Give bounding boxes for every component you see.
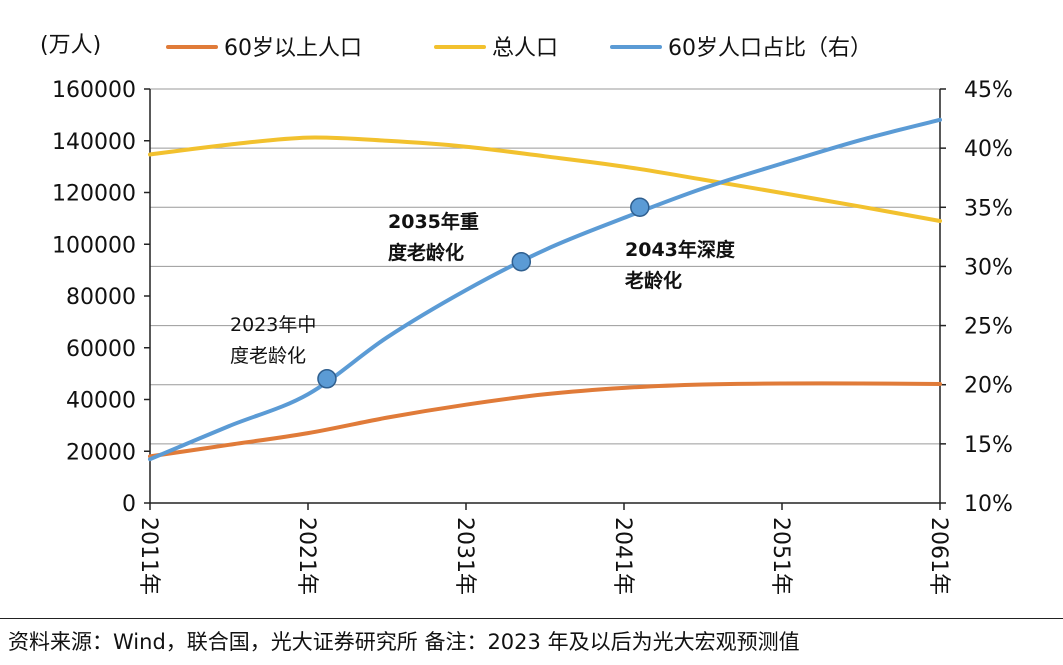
source-note: 资料来源：Wind，联合国，光大证券研究所 备注：2023 年及以后为光大宏观预…	[8, 630, 800, 654]
y-left-tick-label: 100000	[52, 233, 136, 258]
y-left-tick-label: 160000	[52, 78, 136, 103]
y-left-tick-label: 20000	[66, 440, 136, 465]
series-lines	[148, 117, 942, 462]
y-right-tick-label: 30%	[964, 255, 1013, 280]
chart: 0 20000 40000 60000 80000 100000 120000 140000 1…	[40, 33, 1013, 595]
milestone-marker	[511, 251, 532, 272]
y-axis-unit-label: (万人)	[40, 33, 101, 58]
milestone-annotation: 2035年重	[388, 210, 479, 233]
milestone-annotation: 2043年深度	[625, 238, 736, 261]
y-axis-right-ticks: 10% 15% 20% 25% 30% 35% 40% 45%	[940, 78, 1013, 517]
milestone-marker	[317, 369, 337, 389]
y-right-tick-label: 15%	[964, 433, 1013, 458]
y-left-tick-label: 140000	[52, 130, 136, 155]
y-left-tick-label: 40000	[66, 389, 136, 414]
x-tick-label: 2051年	[768, 517, 793, 595]
x-tick-label: 2041年	[610, 517, 635, 595]
x-tick-label: 2021年	[294, 517, 319, 595]
y-axis-left-ticks: 0 20000 40000 60000 80000 100000 120000 140000 1…	[52, 78, 150, 517]
footer-divider	[0, 618, 1063, 619]
y-left-tick-label: 120000	[52, 182, 136, 207]
series-60plus-share	[148, 117, 942, 462]
legend-label: 总人口	[492, 36, 558, 61]
x-tick-label: 2031年	[452, 517, 477, 595]
legend-label: 60岁人口占比（右）	[668, 36, 872, 61]
y-right-tick-label: 25%	[964, 315, 1013, 340]
x-tick-label: 2061年	[926, 517, 951, 595]
y-left-tick-label: 60000	[66, 337, 136, 362]
y-right-tick-label: 45%	[964, 78, 1013, 103]
y-right-tick-label: 10%	[964, 492, 1013, 517]
y-right-tick-label: 20%	[964, 374, 1013, 399]
milestone-annotation: 老龄化	[625, 269, 682, 292]
milestone-marker	[630, 197, 650, 218]
milestone-annotation: 度老龄化	[388, 241, 464, 264]
legend: 60岁以上人口 总人口 60岁人口占比（右）	[166, 36, 872, 61]
y-right-tick-label: 35%	[964, 196, 1013, 221]
y-left-tick-label: 80000	[66, 285, 136, 310]
x-axis-ticks: 2011年 2021年 2031年 2041年 2051年 2061年	[136, 503, 951, 595]
milestone-markers	[317, 197, 650, 389]
legend-label: 60岁以上人口	[224, 36, 362, 61]
x-tick-label: 2011年	[136, 517, 161, 595]
milestone-annotation: 度老龄化	[230, 345, 306, 367]
series-60plus-population	[148, 381, 942, 459]
y-left-tick-label: 0	[122, 492, 136, 517]
gridlines	[150, 88, 940, 445]
series-total-population	[148, 135, 942, 223]
y-right-tick-label: 40%	[964, 137, 1013, 162]
milestone-annotation: 2023年中	[230, 314, 316, 336]
